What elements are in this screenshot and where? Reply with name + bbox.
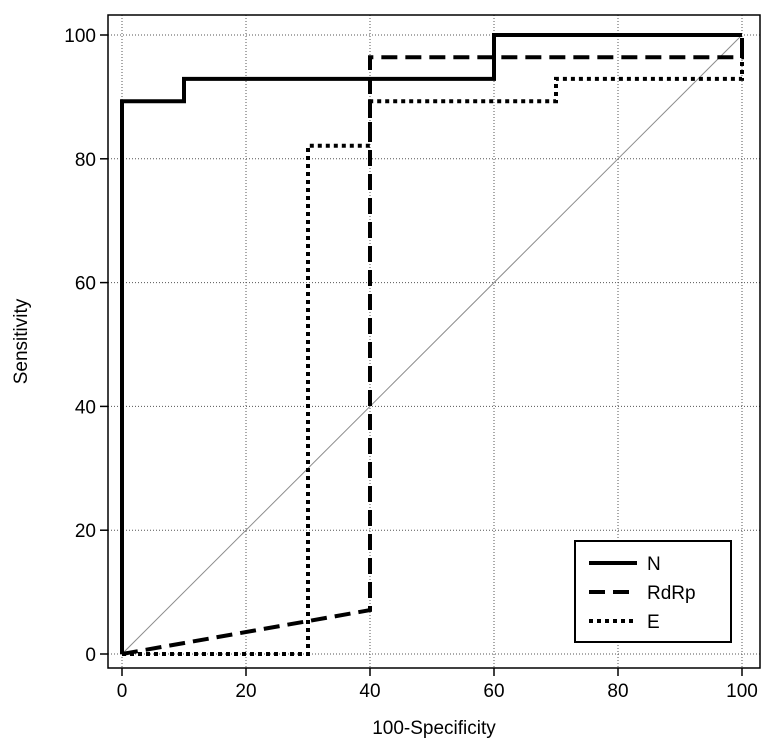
legend-label-rdrp: RdRp: [647, 583, 696, 604]
y-tick-label-80: 80: [75, 150, 96, 171]
reference-diagonal-line: [121, 34, 743, 655]
series-line-e: [122, 35, 744, 656]
y-tick-label-60: 60: [75, 274, 96, 295]
x-tick-label-100: 100: [726, 681, 758, 702]
series-line-n: [120, 33, 742, 654]
y-tick-label-40: 40: [75, 397, 96, 418]
x-tick-label-0: 0: [117, 681, 128, 702]
x-axis: 0 20 40 60 80 100: [117, 668, 758, 702]
y-axis-label: Sensitivity: [11, 298, 32, 384]
y-axis: 0 20 40 60 80 100: [64, 26, 108, 666]
y-tick-label-0: 0: [85, 645, 96, 666]
legend-label-n: N: [647, 554, 661, 575]
x-axis-label: 100-Specificity: [372, 718, 496, 739]
x-tick-label-60: 60: [483, 681, 504, 702]
y-tick-label-100: 100: [64, 26, 96, 47]
y-tick-label-20: 20: [75, 521, 96, 542]
legend: N RdRp E: [574, 540, 732, 643]
x-tick-label-40: 40: [359, 681, 380, 702]
series-layer: [120, 33, 744, 656]
plot-frame: [107, 14, 761, 669]
x-tick-label-80: 80: [607, 681, 628, 702]
legend-label-e: E: [647, 612, 660, 633]
x-tick-label-20: 20: [235, 681, 256, 702]
